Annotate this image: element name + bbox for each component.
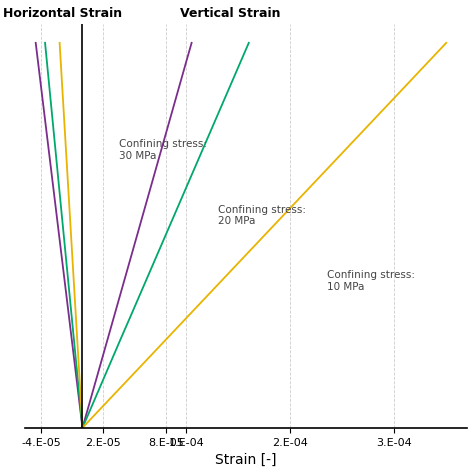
- Text: Confining stress:
10 MPa: Confining stress: 10 MPa: [327, 270, 415, 292]
- Text: Confining stress:
30 MPa: Confining stress: 30 MPa: [119, 139, 207, 161]
- X-axis label: Strain [-]: Strain [-]: [216, 453, 277, 467]
- Text: Confining stress:
20 MPa: Confining stress: 20 MPa: [218, 204, 306, 226]
- Text: Vertical Strain: Vertical Strain: [180, 7, 281, 19]
- Text: Horizontal Strain: Horizontal Strain: [3, 7, 122, 19]
